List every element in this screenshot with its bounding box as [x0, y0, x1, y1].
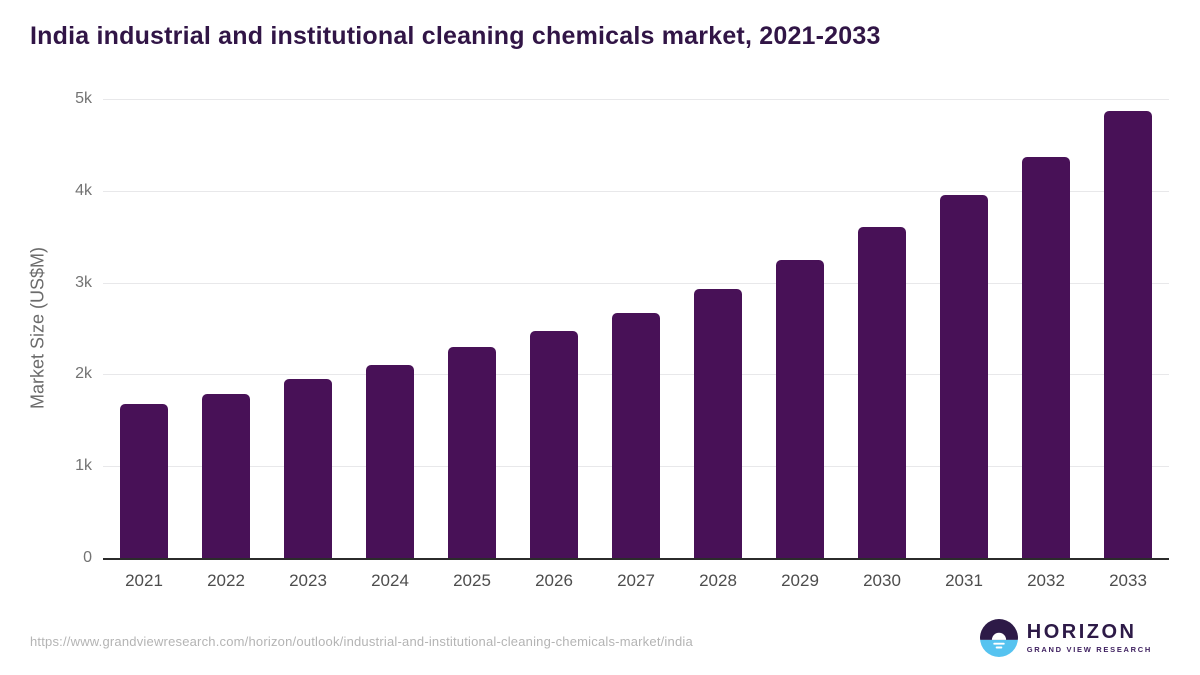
bar-slot-2032 — [1005, 99, 1087, 558]
source-url: https://www.grandviewresearch.com/horizo… — [30, 634, 693, 649]
bar-2022[interactable] — [202, 394, 250, 558]
y-tick-label-4k: 4k — [75, 181, 92, 199]
x-tick-label-2032: 2032 — [1027, 571, 1065, 590]
bar-2029[interactable] — [776, 260, 824, 558]
bar-slot-2022 — [185, 99, 267, 558]
x-tick-label-2027: 2027 — [617, 571, 655, 590]
x-tick-label-2030: 2030 — [863, 571, 901, 590]
x-tick-label-2024: 2024 — [371, 571, 409, 590]
chart-title: India industrial and institutional clean… — [30, 22, 881, 50]
x-tick-label-2033: 2033 — [1109, 571, 1147, 590]
horizon-logo-subtitle: GRAND VIEW RESEARCH — [1026, 645, 1152, 654]
horizon-logo-text: HORIZON GRAND VIEW RESEARCH — [1026, 621, 1152, 655]
horizon-logo-name: HORIZON — [1026, 621, 1137, 643]
y-tick-label-0: 0 — [83, 549, 92, 566]
gridline-3k — [103, 282, 1169, 284]
x-tick-label-2023: 2023 — [289, 571, 327, 590]
y-axis-tick-labels: 5k 4k 3k 2k 1k 0 — [28, 90, 92, 566]
bar-slot-2033 — [1087, 99, 1169, 558]
y-tick-label-5k: 5k — [75, 90, 92, 107]
x-tick-label-2031: 2031 — [945, 571, 983, 590]
bar-slot-2029 — [759, 99, 841, 558]
horizon-logo: HORIZON GRAND VIEW RESEARCH — [979, 619, 1152, 657]
bar-2021[interactable] — [120, 403, 168, 558]
x-tick-label-2026: 2026 — [535, 571, 573, 590]
bar-2027[interactable] — [612, 312, 660, 558]
y-tick-label-2k: 2k — [75, 365, 92, 383]
x-tick-label-2029: 2029 — [781, 571, 819, 590]
bar-slot-2021 — [103, 99, 185, 558]
gridline-5k — [103, 99, 1169, 100]
x-axis-tick-labels: 2021 2022 2023 2024 2025 2026 2027 2028 2029 2030… — [103, 571, 1169, 591]
bar-2033[interactable] — [1104, 110, 1152, 558]
bar-slot-2025 — [431, 99, 513, 558]
x-tick-label-2025: 2025 — [453, 571, 491, 590]
bar-slot-2028 — [677, 99, 759, 558]
bar-2030[interactable] — [858, 227, 906, 558]
bars-row — [103, 99, 1169, 558]
y-tick-label-1k: 1k — [75, 457, 92, 475]
y-tick-label-3k: 3k — [75, 273, 92, 291]
bar-2025[interactable] — [448, 346, 496, 558]
bar-2026[interactable] — [530, 331, 578, 558]
bar-2023[interactable] — [284, 379, 332, 558]
bar-2031[interactable] — [940, 194, 988, 558]
plot-area — [103, 99, 1169, 560]
bar-slot-2024 — [349, 99, 431, 558]
x-tick-label-2028: 2028 — [699, 571, 737, 590]
x-tick-label-2021: 2021 — [125, 571, 163, 590]
bar-slot-2030 — [841, 99, 923, 558]
bar-2032[interactable] — [1022, 156, 1070, 558]
bar-slot-2027 — [595, 99, 677, 558]
horizon-logo-icon — [979, 619, 1018, 657]
bar-slot-2031 — [923, 99, 1005, 558]
x-tick-label-2022: 2022 — [207, 571, 245, 590]
bar-2028[interactable] — [694, 289, 742, 558]
bar-slot-2023 — [267, 99, 349, 558]
bar-2024[interactable] — [366, 365, 414, 558]
gridline-4k — [103, 190, 1169, 192]
bar-slot-2026 — [513, 99, 595, 558]
